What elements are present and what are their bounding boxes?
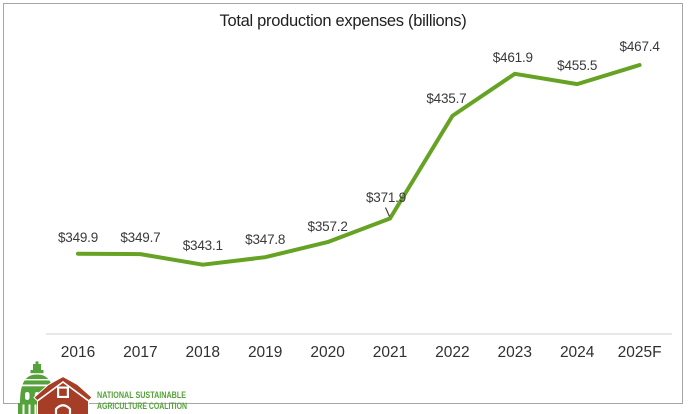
data-label-leader-line — [384, 207, 391, 217]
data-label: $349.9 — [57, 229, 99, 245]
data-label: $349.7 — [120, 230, 161, 246]
data-label: $455.5 — [557, 58, 598, 74]
x-axis-label: 2022 — [435, 344, 470, 361]
x-axis-label: 2017 — [123, 344, 158, 361]
x-axis-label: 2023 — [497, 344, 533, 361]
data-label: $461.9 — [492, 49, 533, 65]
data-label: $357.2 — [307, 219, 348, 235]
x-axis-label: 2018 — [185, 344, 221, 361]
data-label: $347.8 — [245, 232, 286, 248]
x-axis-label: 2021 — [372, 344, 408, 361]
x-axis-label: 2019 — [247, 344, 283, 361]
x-axis-label: 2025F — [617, 344, 662, 361]
x-axis-label: 2024 — [559, 344, 595, 361]
data-label: $435.7 — [426, 90, 467, 106]
logo-text-line1: NATIONAL SUSTAINABLE — [97, 390, 186, 400]
chart-frame — [3, 3, 683, 404]
data-label: $371.9 — [365, 190, 407, 206]
x-axis-label: 2016 — [60, 344, 96, 361]
barn-icon — [33, 375, 93, 414]
data-label: $343.1 — [182, 237, 223, 253]
data-label: $467.4 — [619, 38, 660, 54]
chart-title: Total production expenses (billions) — [219, 12, 467, 30]
nsac-logo: NATIONAL SUSTAINABLE AGRICULTURE COALITI… — [18, 361, 187, 414]
series-line — [76, 63, 642, 267]
logo-text-line2: AGRICULTURE COALITION — [97, 401, 187, 411]
x-axis-label: 2020 — [310, 344, 345, 361]
